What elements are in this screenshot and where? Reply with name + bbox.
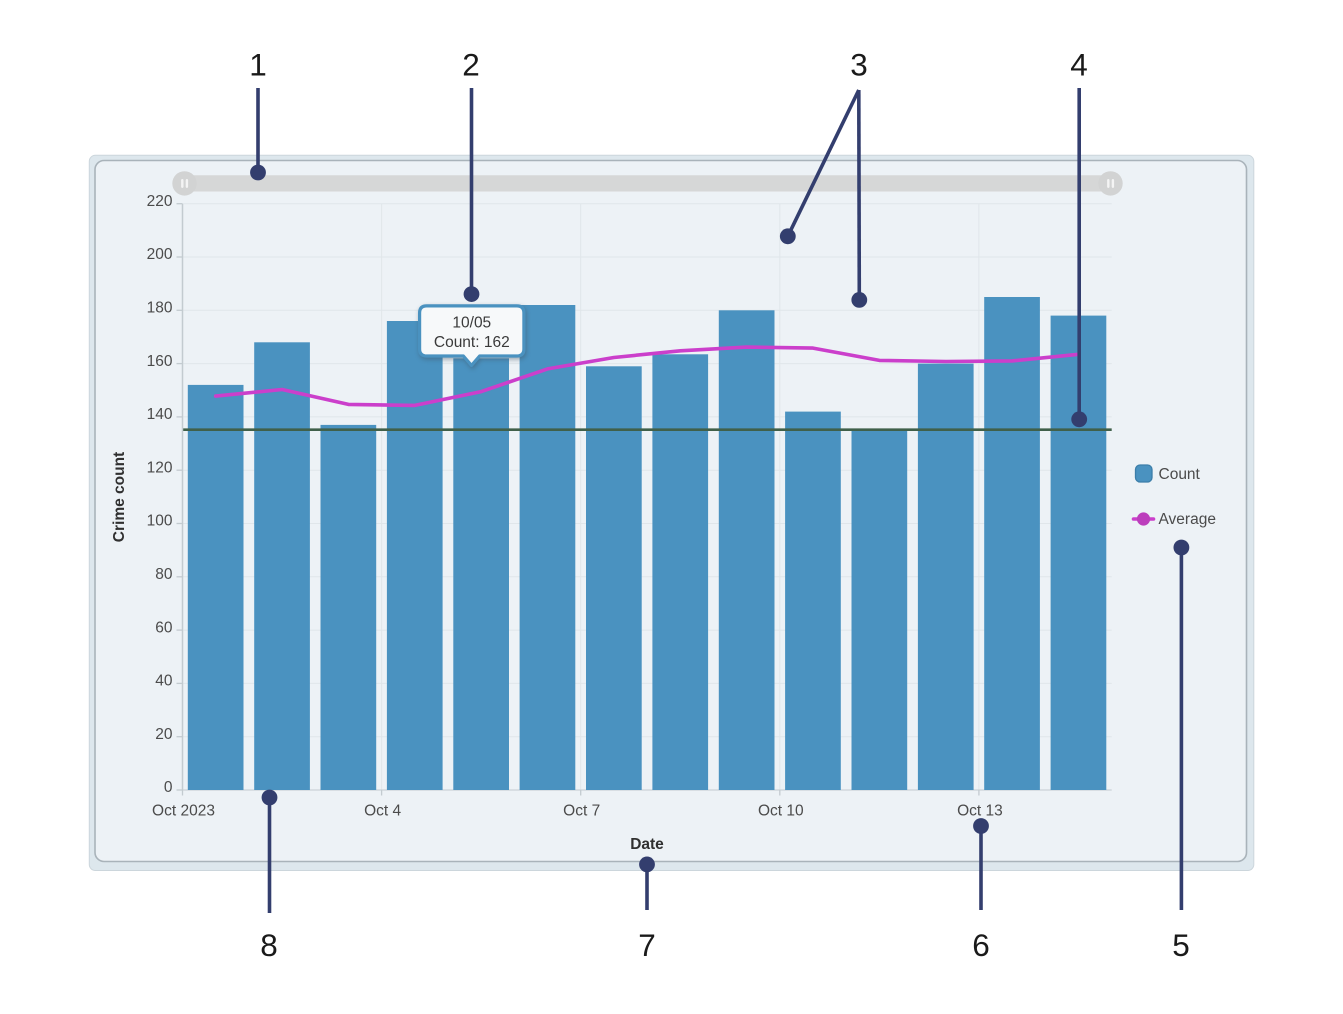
svg-text:Average: Average — [1159, 511, 1216, 528]
svg-text:10/05: 10/05 — [452, 315, 491, 332]
svg-text:Oct 2023: Oct 2023 — [152, 803, 215, 820]
svg-text:220: 220 — [147, 193, 173, 210]
svg-text:Oct 4: Oct 4 — [364, 803, 401, 820]
svg-text:Count: 162: Count: 162 — [434, 334, 510, 351]
svg-text:Oct 7: Oct 7 — [563, 803, 600, 820]
svg-text:120: 120 — [147, 459, 173, 476]
svg-text:40: 40 — [155, 673, 173, 690]
svg-text:80: 80 — [155, 566, 173, 583]
svg-text:Crime count: Crime count — [111, 452, 128, 542]
svg-text:Oct 13: Oct 13 — [957, 803, 1003, 820]
svg-text:2: 2 — [462, 47, 480, 83]
svg-text:3: 3 — [850, 47, 868, 83]
svg-text:100: 100 — [147, 513, 173, 530]
svg-text:0: 0 — [164, 779, 173, 796]
svg-text:60: 60 — [155, 619, 173, 636]
svg-text:Count: Count — [1159, 466, 1201, 483]
svg-text:160: 160 — [147, 353, 173, 370]
svg-text:140: 140 — [147, 406, 173, 423]
svg-text:4: 4 — [1070, 47, 1088, 83]
svg-text:Date: Date — [630, 836, 664, 853]
svg-text:180: 180 — [147, 300, 173, 317]
svg-text:20: 20 — [155, 726, 173, 743]
svg-text:8: 8 — [260, 927, 278, 963]
svg-text:1: 1 — [249, 47, 267, 83]
svg-text:7: 7 — [638, 927, 656, 963]
svg-text:Oct 10: Oct 10 — [758, 803, 804, 820]
svg-text:5: 5 — [1172, 927, 1190, 963]
svg-text:6: 6 — [972, 927, 990, 963]
svg-text:200: 200 — [147, 246, 173, 263]
